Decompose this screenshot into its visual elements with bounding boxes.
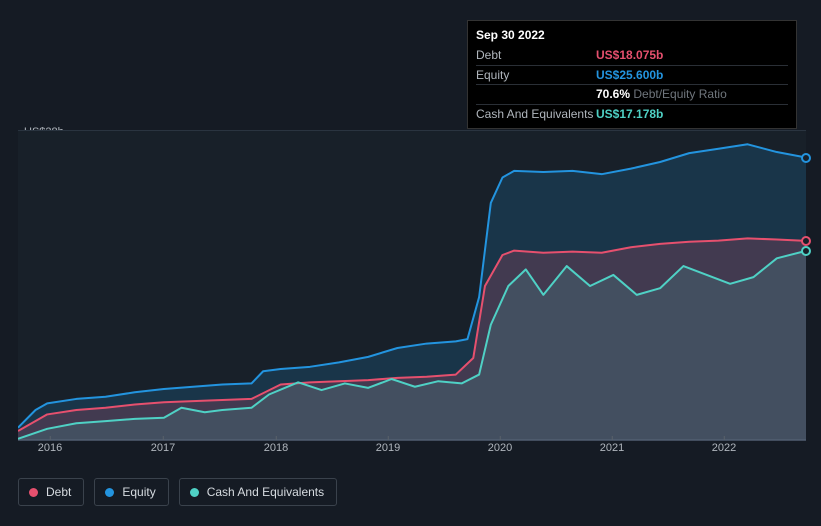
x-axis-tick: 2020 <box>488 442 512 454</box>
x-axis-tick: 2017 <box>151 442 175 454</box>
x-axis-tick: 2021 <box>600 442 624 454</box>
tooltip-row-value: US$17.178b <box>596 105 788 124</box>
x-axis-tick: 2016 <box>38 442 62 454</box>
tooltip-row-label: Equity <box>476 65 596 85</box>
legend: Debt Equity Cash And Equivalents <box>18 478 337 506</box>
tooltip-row-value: US$25.600b <box>596 65 788 85</box>
tooltip-table: DebtUS$18.075bEquityUS$25.600b 70.6% Debt… <box>476 46 788 124</box>
tooltip-ratio-value: 70.6% <box>596 87 633 101</box>
legend-dot-icon <box>190 488 199 497</box>
tooltip-ratio-label: Debt/Equity Ratio <box>633 87 726 101</box>
chart-plot[interactable] <box>18 130 806 440</box>
tooltip-row-label: Cash And Equivalents <box>476 105 596 124</box>
series-end-marker <box>801 236 811 246</box>
tooltip-date: Sep 30 2022 <box>476 25 788 46</box>
legend-label: Equity <box>122 485 155 499</box>
chart-area[interactable] <box>18 130 806 440</box>
legend-label: Cash And Equivalents <box>207 485 324 499</box>
chart-svg <box>18 131 806 441</box>
legend-label: Debt <box>46 485 71 499</box>
x-axis: 2016 2017 2018 2019 2020 2021 2022 <box>18 442 806 462</box>
series-end-marker <box>801 153 811 163</box>
legend-dot-icon <box>105 488 114 497</box>
legend-equity[interactable]: Equity <box>94 478 168 506</box>
legend-dot-icon <box>29 488 38 497</box>
legend-debt[interactable]: Debt <box>18 478 84 506</box>
legend-cash[interactable]: Cash And Equivalents <box>179 478 337 506</box>
series-end-marker <box>801 246 811 256</box>
tooltip-row-value: US$18.075b <box>596 46 788 65</box>
x-axis-tick: 2022 <box>712 442 736 454</box>
x-axis-tick: 2018 <box>264 442 288 454</box>
chart-tooltip: Sep 30 2022 DebtUS$18.075bEquityUS$25.60… <box>467 20 797 129</box>
x-axis-tick: 2019 <box>376 442 400 454</box>
tooltip-row-label: Debt <box>476 46 596 65</box>
